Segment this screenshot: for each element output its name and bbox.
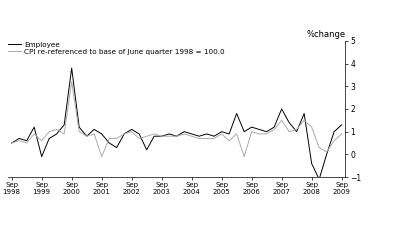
- CPI re-referenced to base of June quarter 1998 = 100.0: [197, 137, 202, 140]
- CPI re-referenced to base of June quarter 1998 = 100.0: [309, 126, 314, 128]
- CPI re-referenced to base of June quarter 1998 = 100.0: [227, 139, 231, 142]
- Employee: [152, 135, 156, 138]
- Employee: [272, 126, 277, 128]
- Employee: [294, 130, 299, 133]
- Text: %change: %change: [306, 30, 345, 39]
- Employee: [174, 135, 179, 138]
- Employee: [62, 123, 67, 126]
- Employee: [242, 130, 247, 133]
- CPI re-referenced to base of June quarter 1998 = 100.0: [182, 133, 187, 135]
- Employee: [24, 139, 29, 142]
- CPI re-referenced to base of June quarter 1998 = 100.0: [219, 133, 224, 135]
- CPI re-referenced to base of June quarter 1998 = 100.0: [114, 137, 119, 140]
- Employee: [257, 128, 262, 131]
- Employee: [39, 155, 44, 158]
- CPI re-referenced to base of June quarter 1998 = 100.0: [144, 135, 149, 138]
- CPI re-referenced to base of June quarter 1998 = 100.0: [32, 133, 37, 135]
- CPI re-referenced to base of June quarter 1998 = 100.0: [264, 133, 269, 135]
- CPI re-referenced to base of June quarter 1998 = 100.0: [174, 135, 179, 138]
- CPI re-referenced to base of June quarter 1998 = 100.0: [339, 133, 344, 135]
- Employee: [137, 133, 142, 135]
- CPI re-referenced to base of June quarter 1998 = 100.0: [257, 133, 262, 135]
- CPI re-referenced to base of June quarter 1998 = 100.0: [242, 155, 247, 158]
- Employee: [77, 126, 81, 128]
- CPI re-referenced to base of June quarter 1998 = 100.0: [77, 130, 81, 133]
- Employee: [84, 135, 89, 138]
- CPI re-referenced to base of June quarter 1998 = 100.0: [272, 128, 277, 131]
- CPI re-referenced to base of June quarter 1998 = 100.0: [9, 142, 14, 144]
- CPI re-referenced to base of June quarter 1998 = 100.0: [137, 137, 142, 140]
- Employee: [69, 67, 74, 69]
- CPI re-referenced to base of June quarter 1998 = 100.0: [92, 133, 96, 135]
- Employee: [167, 133, 172, 135]
- Employee: [234, 112, 239, 115]
- CPI re-referenced to base of June quarter 1998 = 100.0: [287, 130, 291, 133]
- Employee: [54, 133, 59, 135]
- Employee: [249, 126, 254, 128]
- Employee: [159, 135, 164, 138]
- Employee: [17, 137, 21, 140]
- Employee: [99, 133, 104, 135]
- Employee: [204, 133, 209, 135]
- Employee: [279, 108, 284, 110]
- Line: CPI re-referenced to base of June quarter 1998 = 100.0: CPI re-referenced to base of June quarte…: [12, 82, 342, 157]
- CPI re-referenced to base of June quarter 1998 = 100.0: [69, 80, 74, 83]
- Employee: [189, 133, 194, 135]
- Employee: [227, 133, 231, 135]
- Employee: [264, 130, 269, 133]
- Employee: [324, 153, 329, 156]
- CPI re-referenced to base of June quarter 1998 = 100.0: [204, 137, 209, 140]
- CPI re-referenced to base of June quarter 1998 = 100.0: [129, 130, 134, 133]
- Employee: [122, 133, 127, 135]
- CPI re-referenced to base of June quarter 1998 = 100.0: [54, 128, 59, 131]
- CPI re-referenced to base of June quarter 1998 = 100.0: [47, 130, 52, 133]
- Employee: [182, 130, 187, 133]
- Employee: [212, 135, 216, 138]
- CPI re-referenced to base of June quarter 1998 = 100.0: [122, 133, 127, 135]
- CPI re-referenced to base of June quarter 1998 = 100.0: [302, 119, 306, 122]
- CPI re-referenced to base of June quarter 1998 = 100.0: [234, 133, 239, 135]
- CPI re-referenced to base of June quarter 1998 = 100.0: [159, 135, 164, 138]
- CPI re-referenced to base of June quarter 1998 = 100.0: [279, 119, 284, 122]
- CPI re-referenced to base of June quarter 1998 = 100.0: [107, 137, 112, 140]
- Employee: [47, 137, 52, 140]
- CPI re-referenced to base of June quarter 1998 = 100.0: [324, 151, 329, 153]
- Employee: [317, 178, 322, 181]
- CPI re-referenced to base of June quarter 1998 = 100.0: [332, 139, 337, 142]
- CPI re-referenced to base of June quarter 1998 = 100.0: [62, 133, 67, 135]
- CPI re-referenced to base of June quarter 1998 = 100.0: [84, 135, 89, 138]
- CPI re-referenced to base of June quarter 1998 = 100.0: [317, 146, 322, 149]
- Employee: [107, 142, 112, 144]
- Employee: [129, 128, 134, 131]
- Employee: [287, 121, 291, 124]
- CPI re-referenced to base of June quarter 1998 = 100.0: [24, 142, 29, 144]
- CPI re-referenced to base of June quarter 1998 = 100.0: [189, 135, 194, 138]
- Employee: [309, 162, 314, 165]
- Employee: [339, 123, 344, 126]
- CPI re-referenced to base of June quarter 1998 = 100.0: [152, 133, 156, 135]
- Line: Employee: Employee: [12, 68, 342, 179]
- Employee: [9, 142, 14, 144]
- Employee: [144, 148, 149, 151]
- Employee: [32, 126, 37, 128]
- CPI re-referenced to base of June quarter 1998 = 100.0: [99, 155, 104, 158]
- CPI re-referenced to base of June quarter 1998 = 100.0: [212, 137, 216, 140]
- Employee: [197, 135, 202, 138]
- Employee: [332, 130, 337, 133]
- Employee: [92, 128, 96, 131]
- CPI re-referenced to base of June quarter 1998 = 100.0: [294, 128, 299, 131]
- CPI re-referenced to base of June quarter 1998 = 100.0: [167, 135, 172, 138]
- Employee: [219, 130, 224, 133]
- CPI re-referenced to base of June quarter 1998 = 100.0: [39, 139, 44, 142]
- Employee: [302, 112, 306, 115]
- CPI re-referenced to base of June quarter 1998 = 100.0: [249, 130, 254, 133]
- Employee: [114, 146, 119, 149]
- CPI re-referenced to base of June quarter 1998 = 100.0: [17, 139, 21, 142]
- Legend: Employee, CPI re-referenced to base of June quarter 1998 = 100.0: Employee, CPI re-referenced to base of J…: [8, 42, 225, 55]
